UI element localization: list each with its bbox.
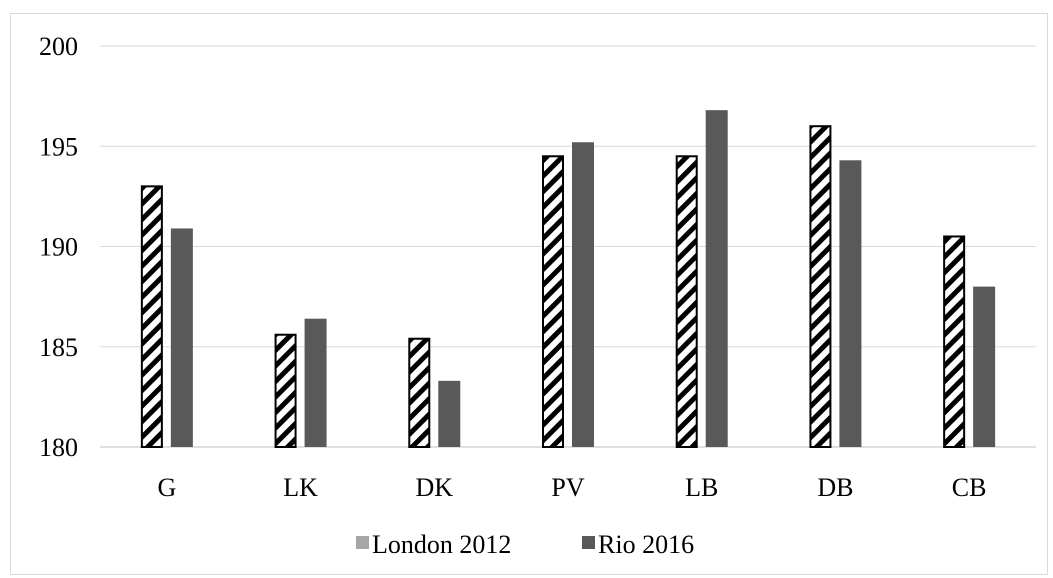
bar-rio-2016 (705, 110, 728, 447)
x-tick-label: LK (283, 473, 318, 502)
bar-rio-2016 (438, 380, 461, 447)
legend-swatch-london-2012 (356, 536, 369, 549)
legend-label-london-2012: London 2012 (372, 530, 511, 559)
y-tick-label: 180 (39, 433, 78, 462)
bar-rio-2016 (839, 160, 862, 447)
bar-london-2012 (809, 125, 832, 448)
bar-london-2012 (943, 235, 966, 448)
x-tick-label: G (157, 473, 176, 502)
bars (140, 110, 996, 449)
bar-rio-2016 (973, 286, 996, 447)
bar-london-2012 (274, 333, 297, 448)
y-tick-label: 185 (39, 333, 78, 362)
x-tick-label: LB (685, 473, 718, 502)
x-axis: G LK DK PV LB DB CB (157, 473, 986, 502)
x-tick-label: DB (817, 473, 853, 502)
x-tick-label: CB (952, 473, 987, 502)
legend-label-rio-2016: Rio 2016 (598, 530, 694, 559)
x-tick-label: DK (416, 473, 454, 502)
bar-london-2012 (675, 155, 698, 448)
legend-swatch-rio-2016 (582, 536, 595, 549)
y-tick-label: 190 (39, 233, 78, 262)
y-tick-label: 195 (39, 132, 78, 161)
y-tick-label: 200 (39, 32, 78, 61)
bar-london-2012 (542, 155, 564, 448)
x-tick-label: PV (551, 473, 584, 502)
gridlines (100, 45, 1036, 448)
legend: London 2012 Rio 2016 (356, 530, 694, 559)
bar-rio-2016 (170, 228, 193, 447)
bar-london-2012 (140, 185, 163, 448)
bar-rio-2016 (304, 318, 327, 447)
y-axis: 180 185 190 195 200 (39, 32, 78, 462)
bar-rio-2016 (572, 142, 594, 448)
bar-london-2012 (408, 337, 431, 449)
